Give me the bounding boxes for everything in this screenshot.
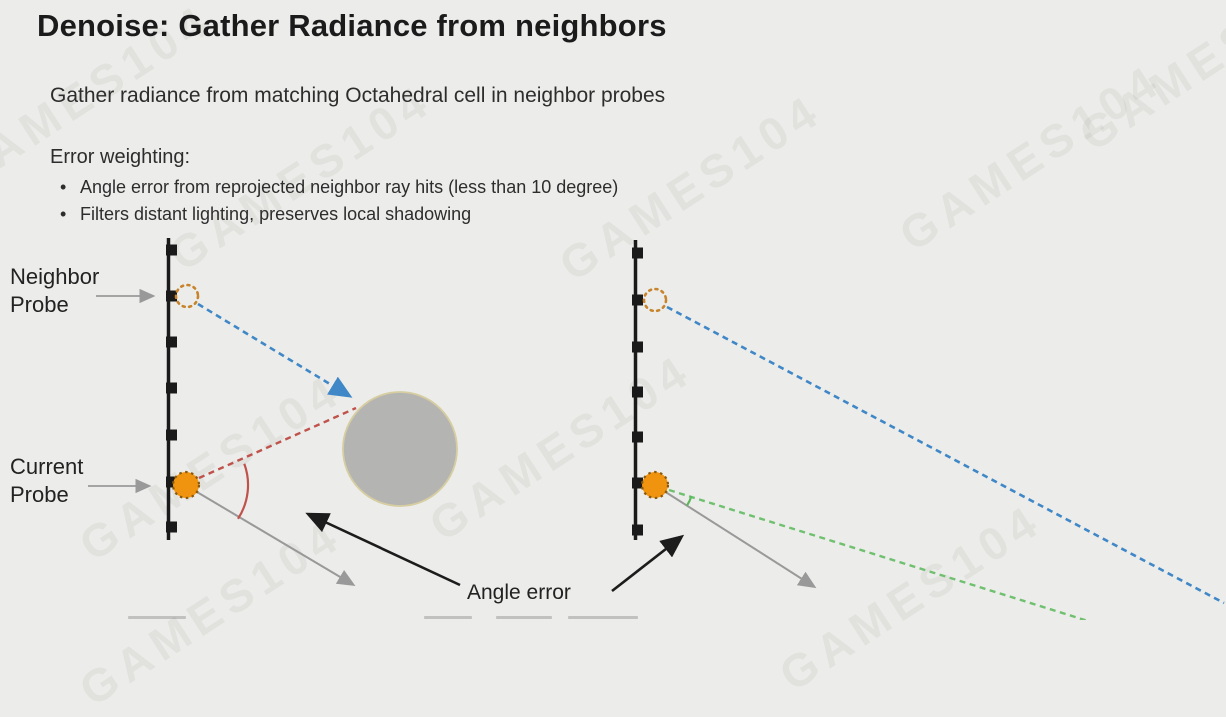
bottom-edge-mark: [128, 616, 186, 619]
neighbor-ray-blue: [197, 302, 353, 398]
angle-error-arc-red: [237, 463, 250, 520]
current-probe-marker: [171, 470, 201, 500]
bottom-edge-mark: [496, 616, 552, 619]
wall-probe-markers: [166, 244, 177, 533]
right-panel: [632, 240, 1225, 620]
angle-error-arc-green: [686, 496, 693, 507]
current-ray-green: [668, 488, 1089, 620]
left-panel: [166, 238, 458, 587]
angle-error-pointer-right: [611, 534, 685, 593]
current-probe-ray: [196, 491, 356, 587]
error-weighting-heading: Error weighting:: [50, 146, 191, 168]
error-weighting-list: Angle error from reprojected neighbor ra…: [58, 174, 618, 228]
current-probe-ray: [663, 490, 817, 589]
reprojected-ray-red: [198, 406, 357, 480]
error-weighting-bullet: Filters distant lighting, preserves loca…: [58, 201, 618, 228]
occluder-sphere: [342, 391, 458, 507]
callout-arrows: [88, 288, 685, 593]
slide-title: Denoise: Gather Radiance from neighbors: [37, 8, 667, 43]
current-probe-marker: [640, 470, 670, 500]
probe-diagram: [88, 238, 1225, 620]
error-weighting-bullet: Angle error from reprojected neighbor ra…: [58, 174, 618, 201]
neighbor-probe-marker: [642, 287, 668, 313]
current-probe-label: Current Probe: [10, 454, 84, 507]
angle-error-label: Angle error: [467, 581, 571, 604]
neighbor-probe-marker: [174, 283, 200, 309]
bottom-edge-mark: [424, 616, 472, 619]
neighbor-probe-label: Neighbor Probe: [10, 264, 100, 317]
slide-background: GAMES104 GAMES104 GAMES104 GAMES104 GAME…: [0, 0, 1226, 620]
slide-subtitle: Gather radiance from matching Octahedral…: [50, 84, 666, 107]
neighbor-ray-blue: [666, 305, 1225, 605]
angle-error-pointer-left: [305, 512, 461, 587]
wall-probe-markers: [632, 247, 643, 536]
bottom-edge-mark: [568, 616, 638, 619]
